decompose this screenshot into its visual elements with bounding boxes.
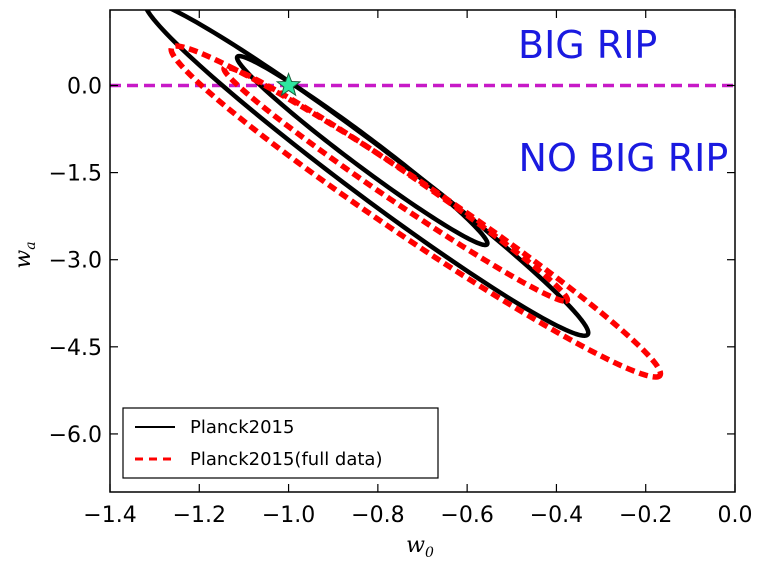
x-tick-labels: −1.4 −1.2 −1.0 −0.8 −0.6 −0.4 −0.2 0.0 — [83, 503, 752, 528]
contour-planck2015-full-68 — [221, 64, 571, 304]
x-tick-label: −1.0 — [262, 503, 315, 528]
no-big-rip-label: NO BIG RIP — [519, 136, 729, 180]
y-tick-label: −4.5 — [49, 336, 102, 361]
y-tick-label: −3.0 — [49, 249, 102, 274]
contour-planck2015-95 — [144, 10, 591, 338]
y-tick-label: −1.5 — [49, 162, 102, 187]
legend-label-planck2015: Planck2015 — [190, 417, 294, 438]
contour-planck2015-full-95 — [168, 43, 664, 380]
legend-label-planck2015-full: Planck2015(full data) — [190, 449, 382, 470]
legend: Planck2015 Planck2015(full data) — [122, 407, 439, 479]
y-tick-label: −6.0 — [49, 423, 102, 448]
x-tick-label: −0.6 — [440, 503, 493, 528]
x-tick-label: 0.0 — [718, 503, 753, 528]
legend-box — [122, 407, 439, 479]
axis-ticks — [109, 10, 736, 492]
x-tick-label: −1.2 — [173, 503, 226, 528]
x-tick-label: −1.4 — [83, 503, 136, 528]
x-axis-label: w0 — [406, 533, 434, 561]
big-rip-label: BIG RIP — [518, 23, 657, 67]
x-tick-label: −0.4 — [530, 503, 583, 528]
contour-planck2015-68 — [234, 53, 490, 248]
y-tick-labels: 0.0 −1.5 −3.0 −4.5 −6.0 — [49, 74, 102, 447]
y-axis-label: wa — [11, 241, 39, 268]
x-tick-label: −0.8 — [351, 503, 404, 528]
x-tick-label: −0.2 — [619, 503, 672, 528]
lcdm-star-marker — [275, 72, 302, 97]
axes-frame — [109, 9, 736, 493]
y-tick-label: 0.0 — [67, 74, 102, 99]
